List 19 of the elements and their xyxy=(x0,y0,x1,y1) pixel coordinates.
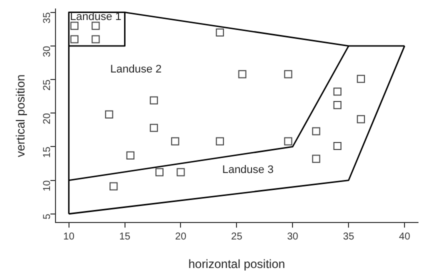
x-tick-label: 40 xyxy=(399,231,411,242)
x-tick-label: 20 xyxy=(175,231,187,242)
x-tick-label: 15 xyxy=(119,231,131,242)
annotation: Landuse 1 xyxy=(70,11,122,24)
y-axis-title: vertical position xyxy=(14,74,28,158)
annotation: Landuse 2 xyxy=(110,63,162,76)
y-tick-label: 5 xyxy=(42,213,54,220)
x-tick-label: 35 xyxy=(343,231,355,242)
x-axis-title: horizontal position xyxy=(188,257,286,272)
x-tick-label: 25 xyxy=(231,231,243,242)
y-tick-label: 20 xyxy=(42,112,54,124)
x-tick-label: 30 xyxy=(287,231,299,242)
y-tick-label: 35 xyxy=(42,12,54,24)
x-tick-label: 10 xyxy=(63,231,75,242)
y-tick-label: 15 xyxy=(42,146,54,158)
y-tick-label: 30 xyxy=(42,46,54,58)
y-tick-label: 25 xyxy=(42,79,54,91)
annotation: Landuse 3 xyxy=(222,164,274,176)
y-tick-label: 10 xyxy=(42,180,54,192)
